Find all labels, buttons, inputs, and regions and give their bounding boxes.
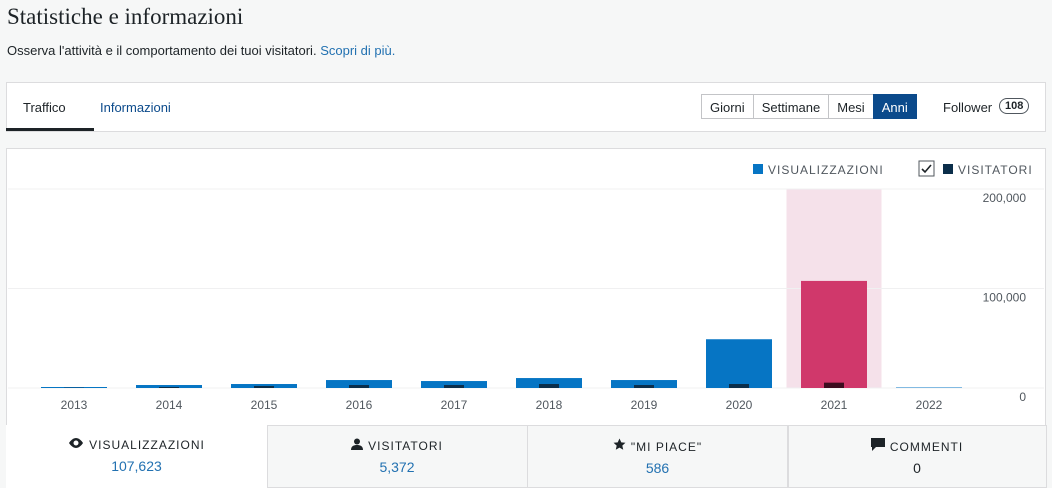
bar: [539, 384, 559, 388]
bar: [706, 339, 772, 388]
bar: [136, 385, 202, 388]
stat-value: 107,623: [111, 458, 162, 474]
x-tick-label: 2020: [726, 398, 753, 412]
y-tick-label: 200,000: [983, 191, 1027, 205]
bar: [634, 385, 654, 388]
title: Statistiche e informazioni: [7, 4, 244, 29]
tab[interactable]: Traffico: [23, 100, 66, 115]
stat-icon: [68, 438, 84, 452]
stat-icon: [870, 438, 885, 454]
stat-label-text: COMMENTI: [889, 440, 964, 454]
legend-swatch: [943, 164, 953, 174]
bar: [516, 378, 582, 388]
period-button[interactable]: Settimane: [752, 94, 830, 119]
bar: [444, 385, 464, 388]
legend-checkbox[interactable]: [918, 160, 935, 177]
stat-cell: "MI PIACE" 586: [527, 425, 788, 488]
period-button[interactable]: Giorni: [701, 94, 754, 119]
checkmark: [921, 164, 932, 174]
stat-label-text: VISITATORI: [368, 439, 443, 453]
learn-more-link[interactable]: Scopri di più.: [320, 43, 396, 58]
stat-label: COMMENTI: [789, 438, 1046, 454]
tab-underline: [6, 128, 94, 131]
subtitle-text: Osserva l'attività e il comportamento de…: [7, 43, 317, 58]
stat-icon: [351, 438, 364, 453]
chart: 0 100,000 200,000 2013 2014 2015 2016 2017 2018 2…: [8, 160, 1044, 412]
stat-cell: VISUALIZZAZIONI 107,623: [6, 425, 267, 488]
x-tick-label: 2017: [441, 398, 468, 412]
stat-label: VISUALIZZAZIONI: [6, 437, 267, 452]
x-tick-label: 2021: [821, 398, 848, 412]
x-tick-label: 2016: [346, 398, 373, 412]
x-tick-label: 2022: [916, 398, 943, 412]
stat-label-text: "MI PIACE": [630, 440, 703, 454]
x-tick-label: 2013: [61, 398, 88, 412]
follower-label: Follower: [943, 100, 993, 115]
bar: [326, 380, 392, 388]
bar: [801, 280, 867, 388]
tab[interactable]: Informazioni: [100, 100, 171, 115]
legend-swatch: [753, 164, 763, 174]
bar: [824, 382, 844, 388]
stat-cell: VISITATORI 5,372: [266, 425, 528, 488]
stat-value: 5,372: [379, 459, 415, 475]
bar: [611, 380, 677, 388]
stat-label: "MI PIACE": [528, 438, 787, 454]
stat-cell: COMMENTI 0: [787, 425, 1047, 488]
follower-count: 108: [999, 98, 1030, 114]
period-selector: Giorni Settimane Mesi Anni: [701, 94, 917, 119]
bar: [159, 387, 179, 388]
x-tick-label: 2015: [251, 398, 278, 412]
bar: [729, 384, 749, 388]
stat-icon: [613, 438, 626, 454]
bar: [349, 385, 369, 388]
stat-label-text: VISUALIZZAZIONI: [89, 438, 205, 452]
y-tick-label: 0: [1019, 390, 1026, 404]
legend-label: VISITATORI: [958, 163, 1033, 177]
stat-label: VISITATORI: [268, 438, 527, 453]
legend-label: VISUALIZZAZIONI: [768, 163, 884, 177]
subtitle: Osserva l'attività e il comportamento de…: [7, 43, 395, 58]
bar: [421, 381, 487, 388]
x-tick-label: 2019: [631, 398, 658, 412]
period-button[interactable]: Anni: [872, 94, 917, 119]
stat-value: 586: [645, 460, 670, 476]
y-tick-label: 100,000: [983, 291, 1027, 305]
x-tick-label: 2014: [156, 398, 183, 412]
x-tick-label: 2018: [536, 398, 563, 412]
bar: [254, 386, 274, 388]
stat-value: 0: [913, 460, 921, 476]
period-button[interactable]: Mesi: [828, 94, 874, 119]
bar: [41, 387, 107, 388]
